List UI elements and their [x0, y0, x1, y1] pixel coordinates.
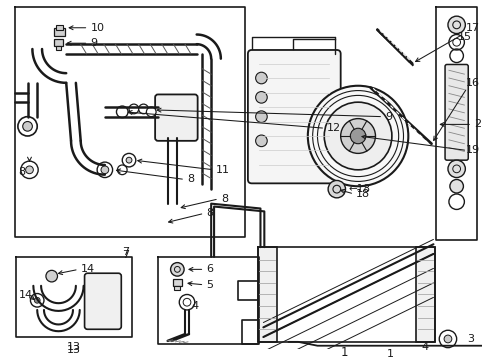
Text: 11: 11: [216, 165, 230, 175]
Circle shape: [450, 180, 464, 193]
Circle shape: [25, 166, 33, 174]
Circle shape: [256, 91, 267, 103]
Circle shape: [34, 297, 40, 303]
Circle shape: [256, 111, 267, 122]
Bar: [416, 247, 436, 342]
Text: 18: 18: [356, 189, 370, 199]
Text: 9: 9: [385, 112, 392, 122]
Circle shape: [324, 102, 392, 170]
Text: 7: 7: [122, 250, 130, 260]
Text: 1: 1: [341, 346, 348, 359]
Text: 2: 2: [474, 120, 481, 129]
Text: 19: 19: [466, 145, 480, 156]
Circle shape: [179, 294, 195, 310]
Circle shape: [122, 153, 136, 167]
Text: 16: 16: [466, 78, 480, 88]
Circle shape: [256, 135, 267, 147]
Bar: [258, 247, 277, 342]
Text: 4: 4: [192, 301, 199, 311]
Text: 5: 5: [206, 280, 213, 290]
Circle shape: [147, 107, 156, 117]
Circle shape: [439, 330, 457, 348]
Circle shape: [46, 270, 57, 282]
Circle shape: [30, 293, 44, 307]
Text: 6: 6: [206, 264, 213, 274]
Circle shape: [18, 117, 37, 136]
Circle shape: [117, 106, 128, 118]
Circle shape: [129, 104, 139, 114]
Circle shape: [101, 166, 109, 174]
Text: 13: 13: [67, 342, 81, 352]
Circle shape: [328, 180, 345, 198]
Circle shape: [350, 128, 366, 144]
Circle shape: [126, 157, 132, 163]
Bar: [55, 25, 63, 30]
Circle shape: [256, 72, 267, 84]
Bar: [53, 28, 65, 36]
FancyBboxPatch shape: [248, 50, 341, 183]
Text: 4: 4: [421, 342, 429, 352]
Text: 15: 15: [458, 32, 472, 42]
Text: 14: 14: [19, 291, 33, 301]
Text: ←18: ←18: [348, 184, 370, 194]
Text: 17: 17: [466, 23, 480, 33]
Text: 7: 7: [122, 247, 130, 257]
Circle shape: [21, 161, 38, 179]
Text: 3: 3: [467, 334, 474, 344]
Text: 10: 10: [90, 23, 104, 33]
Circle shape: [448, 16, 466, 33]
FancyBboxPatch shape: [445, 64, 468, 160]
FancyBboxPatch shape: [85, 273, 122, 329]
Circle shape: [23, 122, 32, 131]
Text: 9: 9: [90, 38, 98, 48]
Text: 8: 8: [221, 194, 228, 204]
Bar: [174, 286, 180, 290]
Bar: [53, 39, 63, 46]
Circle shape: [444, 335, 452, 343]
Bar: [55, 46, 61, 50]
Text: 8: 8: [18, 167, 25, 177]
Bar: [172, 279, 182, 286]
Circle shape: [139, 104, 148, 114]
Text: 8: 8: [187, 175, 194, 184]
Circle shape: [171, 262, 184, 276]
Text: 8: 8: [206, 208, 214, 218]
Circle shape: [308, 86, 408, 186]
Text: 14: 14: [81, 264, 95, 274]
Text: 1: 1: [387, 348, 393, 359]
Circle shape: [118, 165, 127, 175]
Text: 12: 12: [327, 123, 341, 133]
Circle shape: [97, 162, 113, 177]
Circle shape: [448, 160, 466, 177]
Circle shape: [341, 118, 375, 153]
Text: 13: 13: [67, 345, 81, 355]
FancyBboxPatch shape: [155, 94, 197, 141]
